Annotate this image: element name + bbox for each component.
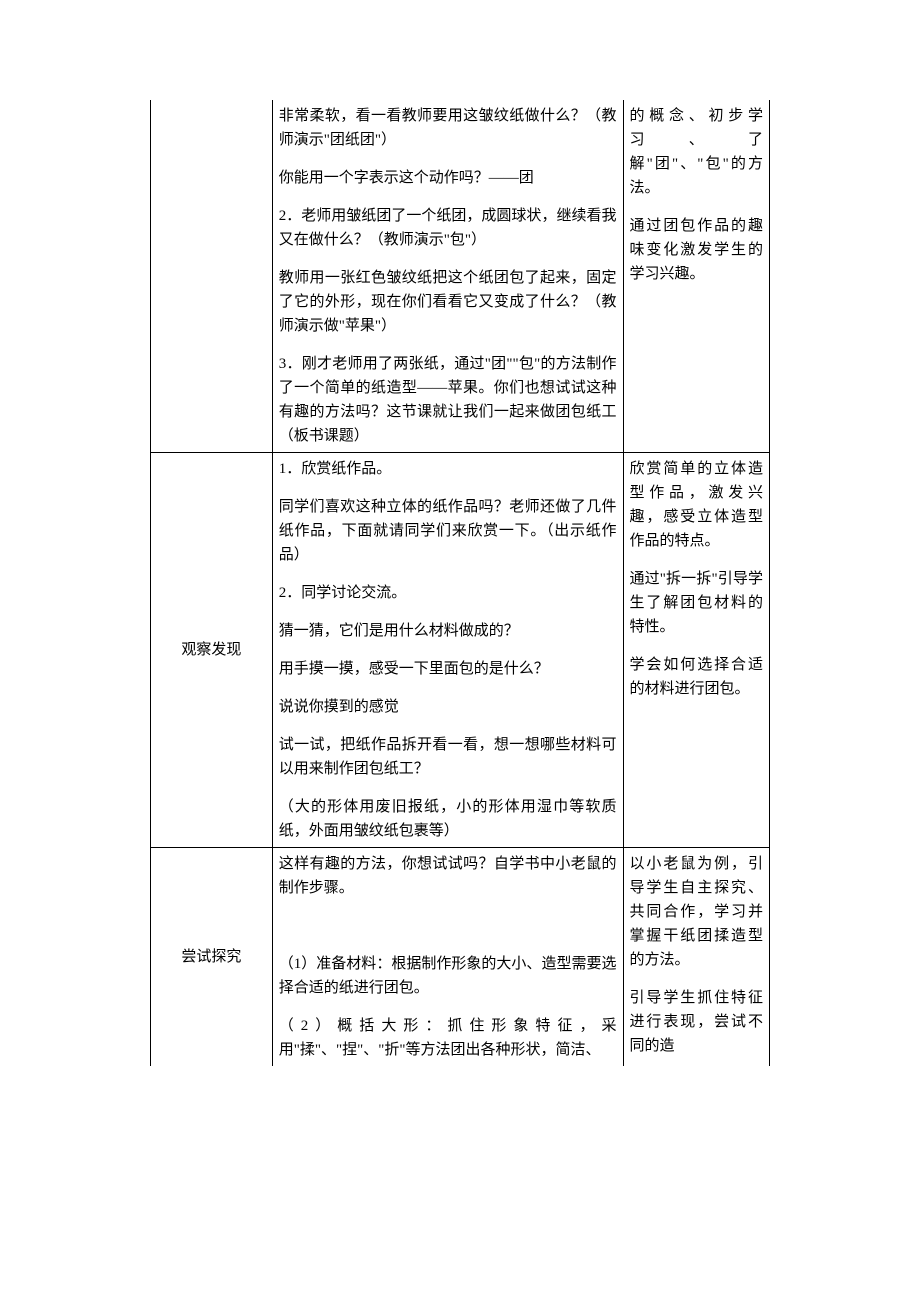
row-content: 非常柔软，看一看教师要用这皱纹纸做什么？（教师演示"团纸团"） 你能用一个字表示… [272, 100, 623, 453]
note-para: 欣赏简单的立体造型作品，激发兴趣，感受立体造型作品的特点。 [630, 457, 764, 553]
row-note: 以小老鼠为例，引导学生自主探究、共同合作，学习并掌握干纸团揉造型的方法。 引导学… [623, 848, 770, 1067]
row-note: 的概念、初步学习、了解"团"、"包"的方法。 通过团包作品的趣味变化激发学生的学… [623, 100, 770, 453]
row-content: 这样有趣的方法，你想试试吗？自学书中小老鼠的制作步骤。 （1）准备材料：根据制作… [272, 848, 623, 1067]
row-label [151, 100, 273, 453]
content-para: 3．刚才老师用了两张纸，通过"团""包"的方法制作了一个简单的纸造型——苹果。你… [279, 352, 617, 448]
content-para: 试一试，把纸作品拆开看一看，想一想哪些材料可以用来制作团包纸工？ [279, 733, 617, 781]
content-para: 同学们喜欢这种立体的纸作品吗？老师还做了几件纸作品，下面就请同学们来欣赏一下。（… [279, 495, 617, 567]
note-para: 通过"拆一拆"引导学生了解团包材料的特性。 [630, 567, 764, 639]
content-para: 2．同学讨论交流。 [279, 581, 617, 605]
note-para: 引导学生抓住特征进行表现，尝试不同的造 [630, 986, 764, 1058]
lesson-plan-table: 非常柔软，看一看教师要用这皱纹纸做什么？（教师演示"团纸团"） 你能用一个字表示… [150, 100, 770, 1066]
content-para: （2）概括大形：抓住形象特征，采用"揉"、"捏"、"折"等方法团出各种形状，简洁… [279, 1014, 617, 1062]
content-para: 说说你摸到的感觉 [279, 695, 617, 719]
note-para: 学会如何选择合适的材料进行团包。 [630, 653, 764, 701]
document-page: 非常柔软，看一看教师要用这皱纹纸做什么？（教师演示"团纸团"） 你能用一个字表示… [0, 0, 920, 1186]
content-para: 这样有趣的方法，你想试试吗？自学书中小老鼠的制作步骤。 [279, 852, 617, 900]
content-para: 非常柔软，看一看教师要用这皱纹纸做什么？（教师演示"团纸团"） [279, 104, 617, 152]
row-label: 尝试探究 [151, 848, 273, 1067]
content-para [279, 914, 617, 938]
content-para: 你能用一个字表示这个动作吗？——团 [279, 166, 617, 190]
content-para: 用手摸一摸，感受一下里面包的是什么？ [279, 657, 617, 681]
row-label: 观察发现 [151, 453, 273, 848]
content-para: （1）准备材料：根据制作形象的大小、造型需要选择合适的纸进行团包。 [279, 952, 617, 1000]
content-para: 2．老师用皱纸团了一个纸团，成圆球状，继续看我又在做什么？（教师演示"包"） [279, 204, 617, 252]
note-para: 以小老鼠为例，引导学生自主探究、共同合作，学习并掌握干纸团揉造型的方法。 [630, 852, 764, 972]
content-para: （大的形体用废旧报纸，小的形体用湿巾等软质纸，外面用皱纹纸包裹等） [279, 795, 617, 843]
content-para: 猜一猜，它们是用什么材料做成的？ [279, 619, 617, 643]
table-row: 尝试探究 这样有趣的方法，你想试试吗？自学书中小老鼠的制作步骤。 （1）准备材料… [151, 848, 770, 1067]
content-para: 教师用一张红色皱纹纸把这个纸团包了起来，固定了它的外形，现在你们看看它又变成了什… [279, 266, 617, 338]
row-note: 欣赏简单的立体造型作品，激发兴趣，感受立体造型作品的特点。 通过"拆一拆"引导学… [623, 453, 770, 848]
note-para: 通过团包作品的趣味变化激发学生的学习兴趣。 [630, 214, 764, 286]
table-row: 非常柔软，看一看教师要用这皱纹纸做什么？（教师演示"团纸团"） 你能用一个字表示… [151, 100, 770, 453]
note-para: 的概念、初步学习、了解"团"、"包"的方法。 [630, 104, 764, 200]
table-row: 观察发现 1．欣赏纸作品。 同学们喜欢这种立体的纸作品吗？老师还做了几件纸作品，… [151, 453, 770, 848]
row-content: 1．欣赏纸作品。 同学们喜欢这种立体的纸作品吗？老师还做了几件纸作品，下面就请同… [272, 453, 623, 848]
content-para: 1．欣赏纸作品。 [279, 457, 617, 481]
